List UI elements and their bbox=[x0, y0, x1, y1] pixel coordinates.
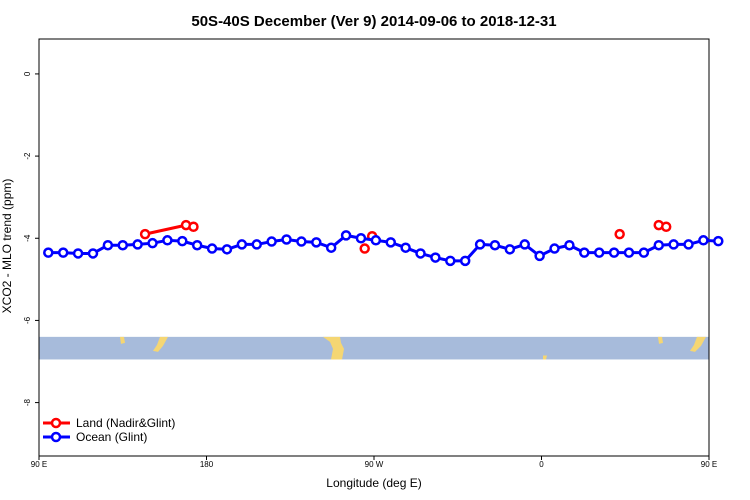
y-tick-label: 0 bbox=[23, 71, 32, 76]
ocean-point bbox=[311, 237, 322, 248]
x-axis: 90 E 180 90 W 0 90 E bbox=[31, 456, 717, 469]
ocean-point bbox=[489, 239, 501, 251]
ocean-point bbox=[281, 234, 292, 245]
land-patch bbox=[690, 336, 706, 352]
legend-ocean-marker bbox=[50, 431, 62, 443]
ocean-point bbox=[430, 252, 441, 263]
ocean-point bbox=[653, 239, 664, 251]
ocean-point bbox=[221, 244, 233, 255]
ocean-point bbox=[206, 243, 218, 254]
land-patch bbox=[543, 355, 547, 360]
x-axis-label: Longitude (deg E) bbox=[326, 476, 421, 490]
ocean-point bbox=[623, 247, 635, 258]
ocean-point bbox=[608, 247, 620, 258]
ocean-point bbox=[340, 230, 352, 241]
legend: Land (Nadir&Glint) Ocean (Glint) bbox=[43, 416, 175, 444]
y-tick-label: -4 bbox=[23, 234, 32, 242]
ocean-point bbox=[698, 235, 709, 246]
ocean-series-line bbox=[48, 233, 719, 263]
series-layer bbox=[43, 219, 724, 267]
x-tick-label: 90 W bbox=[365, 460, 384, 469]
x-tick-label: 0 bbox=[539, 460, 544, 469]
ocean-point bbox=[236, 239, 248, 250]
ocean-point bbox=[400, 242, 411, 253]
ocean-point bbox=[668, 239, 679, 250]
x-tick-label: 90 E bbox=[701, 460, 717, 469]
y-axis: 0 -2 -4 -6 -8 bbox=[23, 71, 39, 406]
ocean-point bbox=[683, 239, 694, 250]
ocean-band bbox=[39, 336, 709, 360]
chart-title: 50S-40S December (Ver 9) 2014-09-06 to 2… bbox=[191, 13, 556, 30]
ocean-point bbox=[564, 239, 575, 251]
x-tick-label: 90 E bbox=[31, 460, 47, 469]
ocean-point bbox=[713, 235, 724, 247]
land-patch bbox=[658, 336, 663, 344]
land-point bbox=[614, 228, 625, 240]
ocean-point bbox=[43, 247, 54, 258]
land-point bbox=[660, 221, 672, 233]
ocean-point bbox=[355, 233, 367, 244]
ocean-point bbox=[162, 235, 173, 246]
ocean-point bbox=[370, 235, 382, 246]
land-patch bbox=[120, 336, 125, 344]
ocean-point bbox=[579, 247, 590, 258]
ocean-point bbox=[549, 243, 560, 254]
land-point bbox=[139, 228, 151, 240]
ocean-point bbox=[132, 239, 143, 250]
map-strip bbox=[39, 336, 709, 360]
ocean-point bbox=[593, 247, 605, 258]
ocean-point bbox=[385, 237, 396, 248]
land-patch bbox=[153, 336, 168, 352]
ocean-point bbox=[296, 236, 307, 247]
legend-land-marker bbox=[50, 417, 62, 429]
ocean-point bbox=[72, 248, 84, 259]
ocean-point bbox=[87, 248, 99, 259]
ocean-point bbox=[117, 239, 128, 251]
y-axis-label: XCO2 - MLO trend (ppm) bbox=[0, 179, 14, 314]
ocean-point bbox=[519, 239, 530, 250]
ocean-point bbox=[191, 239, 203, 251]
ocean-point bbox=[147, 237, 158, 249]
land-point bbox=[359, 243, 370, 254]
ocean-point bbox=[102, 239, 114, 251]
y-tick-label: -8 bbox=[23, 398, 32, 406]
ocean-point bbox=[638, 247, 650, 258]
x-tick-label: 180 bbox=[200, 460, 214, 469]
ocean-point bbox=[504, 244, 516, 255]
land-patch bbox=[323, 336, 344, 360]
ocean-point bbox=[251, 239, 262, 250]
ocean-point bbox=[445, 255, 456, 267]
ocean-point bbox=[415, 248, 426, 259]
legend-ocean-label: Ocean (Glint) bbox=[76, 430, 147, 444]
land-point bbox=[188, 221, 199, 233]
y-tick-label: -6 bbox=[23, 316, 32, 324]
ocean-point bbox=[177, 235, 188, 247]
ocean-point bbox=[534, 250, 545, 262]
legend-land-label: Land (Nadir&Glint) bbox=[76, 416, 175, 430]
ocean-point bbox=[57, 247, 69, 258]
ocean-point bbox=[325, 242, 337, 253]
ocean-point bbox=[266, 236, 277, 247]
ocean-point bbox=[474, 239, 486, 250]
ocean-point bbox=[459, 255, 471, 267]
y-tick-label: -2 bbox=[23, 152, 32, 160]
